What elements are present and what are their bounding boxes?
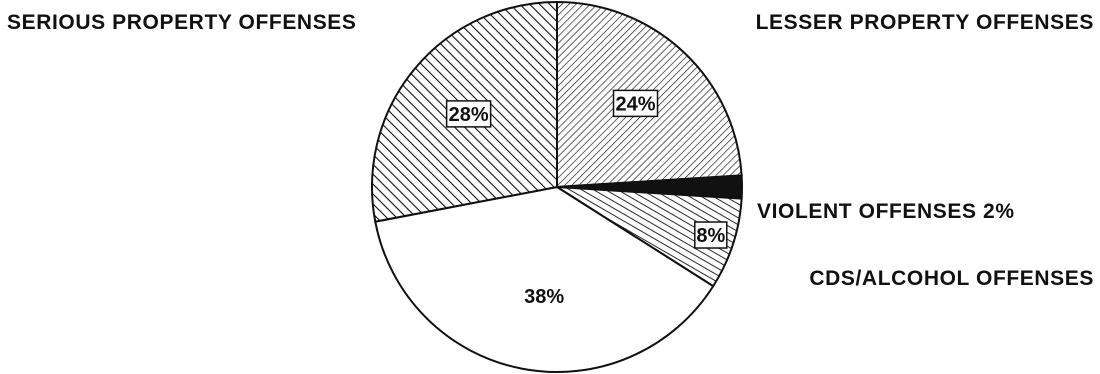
pie-slice-unlabeled <box>374 185 715 373</box>
data-label-lesser-property-offenses: 24% <box>616 93 656 115</box>
data-label-box <box>445 100 492 128</box>
data-label-cds-alcohol-offenses: 8% <box>696 225 725 247</box>
data-label-box <box>694 221 728 249</box>
data-label-box <box>612 89 659 118</box>
category-label-serious-property-offenses: SERIOUS PROPERTY OFFENSES <box>7 11 357 34</box>
data-label-unlabeled: 38% <box>524 286 564 308</box>
pie-labels: 24% LESSER PROPERTY OFFENSES VIOLENT OFFEN… <box>7 11 1094 308</box>
category-label-lesser-property-offenses: LESSER PROPERTY OFFENSES <box>756 11 1094 34</box>
category-label-cds-alcohol-offenses: CDS/ALCOHOL OFFENSES <box>809 267 1094 290</box>
category-label-violent-offenses: VIOLENT OFFENSES 2% <box>757 200 1015 223</box>
pie-slice-cds-alcohol-offenses <box>556 186 743 288</box>
data-label-serious-property-offenses: 28% <box>449 104 489 126</box>
pie-slices <box>371 0 743 373</box>
